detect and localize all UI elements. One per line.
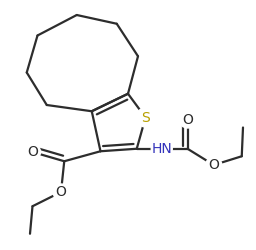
Text: O: O — [208, 158, 219, 172]
Circle shape — [151, 138, 172, 159]
Text: O: O — [182, 113, 193, 127]
Text: S: S — [141, 110, 150, 124]
Circle shape — [53, 184, 69, 200]
Text: O: O — [56, 185, 67, 199]
Text: O: O — [27, 145, 38, 159]
Text: HN: HN — [151, 142, 172, 156]
Circle shape — [25, 144, 40, 160]
Circle shape — [179, 112, 196, 128]
Circle shape — [136, 108, 155, 127]
Circle shape — [206, 157, 222, 173]
